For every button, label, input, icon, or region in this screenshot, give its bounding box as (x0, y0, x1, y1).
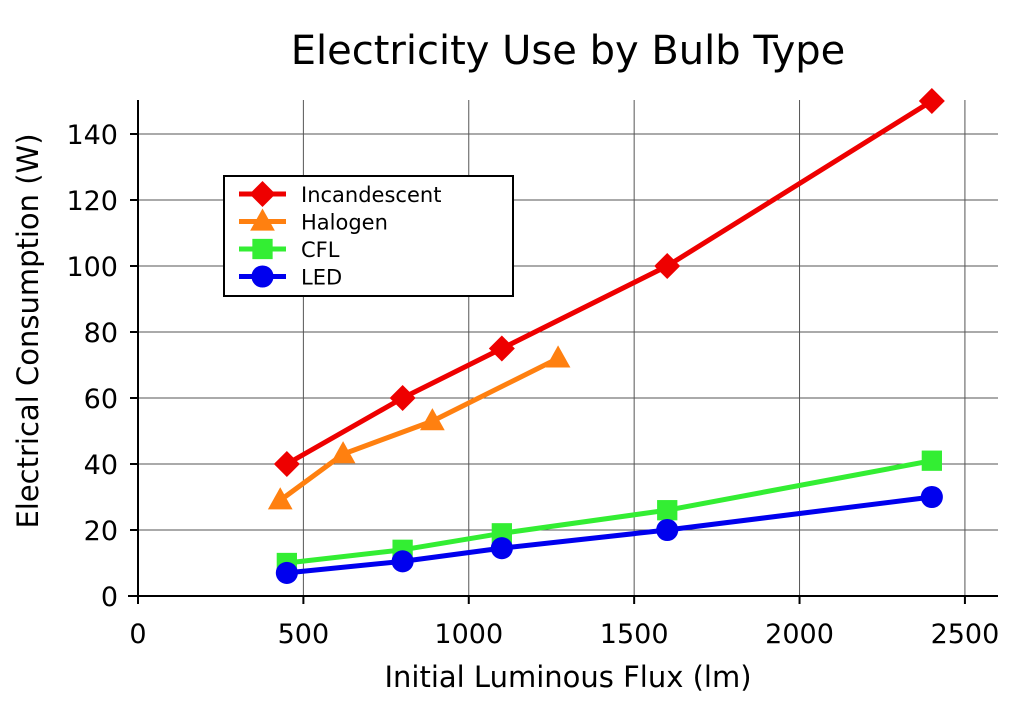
data-point-incandescent (488, 335, 515, 362)
plot-area (267, 88, 945, 584)
legend-marker-halogen (250, 208, 275, 231)
y-tick-label: 0 (101, 582, 118, 613)
series-line-led (286, 494, 933, 576)
x-tick-label: 2500 (931, 619, 1000, 650)
y-tick-label: 140 (66, 120, 118, 151)
y-tick-label: 120 (66, 186, 118, 217)
data-point-led (275, 561, 298, 584)
series-led (275, 485, 943, 584)
x-tick-label: 1000 (434, 619, 503, 650)
data-point-led (656, 518, 679, 542)
data-point-cfl (921, 450, 942, 471)
y-tick-label: 20 (84, 516, 118, 547)
data-point-halogen (545, 345, 571, 368)
data-point-incandescent (654, 253, 681, 279)
data-point-cfl (657, 500, 678, 521)
legend-label-halogen: Halogen (301, 211, 388, 235)
series-line-halogen (278, 356, 560, 503)
y-tick-label: 60 (84, 384, 118, 415)
x-tick-label: 1500 (600, 619, 669, 650)
series-cfl (276, 450, 942, 574)
data-point-led (920, 485, 943, 509)
y-axis-title: Electrical Consumption (W) (11, 133, 45, 528)
x-axis-title: Initial Luminous Flux (lm) (384, 660, 751, 694)
series-halogen (267, 345, 571, 510)
y-tick-label: 100 (66, 252, 118, 283)
y-tick-label: 80 (84, 318, 118, 349)
data-point-incandescent (389, 385, 416, 411)
data-point-halogen (267, 487, 293, 510)
x-tick-label: 2000 (765, 619, 834, 650)
x-tick-label: 0 (129, 619, 146, 650)
tick-labels: 0 500 1000 1500 2000 2500 0 20 40 60 80 100 120 140 (66, 120, 999, 650)
legend: Incandescent Halogen CFL LED (223, 175, 514, 297)
legend-marker-cfl (252, 238, 273, 260)
legend-marker-incandescent (249, 181, 276, 207)
x-tick-label: 500 (278, 619, 330, 650)
legend-marker-led (251, 265, 274, 288)
series-incandescent (273, 88, 945, 477)
data-point-led (490, 537, 513, 560)
y-tick-label: 40 (84, 450, 118, 481)
chart-title: Electricity Use by Bulb Type (291, 28, 846, 74)
data-point-incandescent (273, 451, 300, 477)
data-point-led (391, 550, 414, 573)
series-line-cfl (286, 458, 933, 566)
data-point-halogen (330, 441, 356, 464)
legend-label-cfl: CFL (301, 238, 340, 262)
data-point-incandescent (918, 88, 945, 114)
legend-label-incandescent: Incandescent (301, 183, 441, 207)
legend-label-led: LED (301, 266, 342, 290)
data-point-halogen (420, 408, 445, 431)
axes (128, 100, 998, 604)
